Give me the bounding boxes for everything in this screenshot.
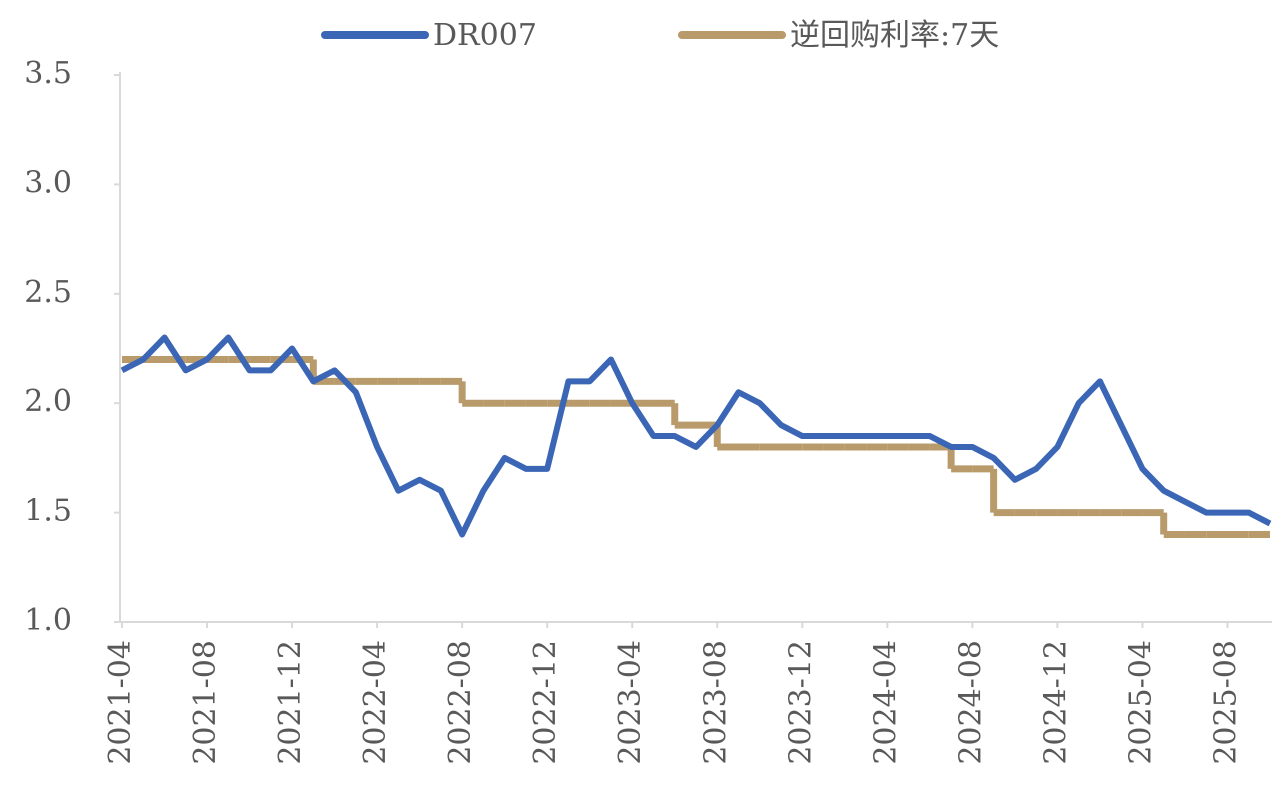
- y-tick-label: 3.0: [24, 165, 72, 200]
- legend-label: DR007: [433, 18, 537, 53]
- x-tick-label: 2024-12: [1038, 640, 1073, 765]
- y-tick-label: 2.5: [24, 275, 72, 310]
- x-tick-label: 2022-08: [443, 640, 478, 765]
- series-line: [120, 334, 1272, 538]
- x-tick-label: 2025-04: [1123, 640, 1158, 765]
- legend-label: 逆回购利率:7天: [790, 18, 999, 53]
- y-tick-label: 3.5: [24, 56, 72, 91]
- x-tick-label: 2025-08: [1208, 640, 1243, 765]
- x-tick-label: 2023-08: [698, 640, 733, 765]
- x-tick-label: 2021-08: [188, 640, 223, 765]
- x-tick-label: 2022-12: [528, 640, 563, 765]
- x-tick-label: 2023-12: [783, 640, 818, 765]
- x-tick-label: 2023-04: [613, 640, 648, 765]
- y-tick-label: 2.0: [24, 384, 72, 419]
- x-tick-label: 2022-04: [358, 640, 393, 765]
- y-tick-label: 1.5: [24, 494, 72, 529]
- x-tick-label: 2024-04: [868, 640, 903, 765]
- y-tick-label: 1.0: [24, 603, 72, 638]
- x-tick-label: 2021-04: [103, 640, 138, 765]
- x-tick-label: 2024-08: [953, 640, 988, 765]
- x-tick-label: 2021-12: [273, 640, 308, 765]
